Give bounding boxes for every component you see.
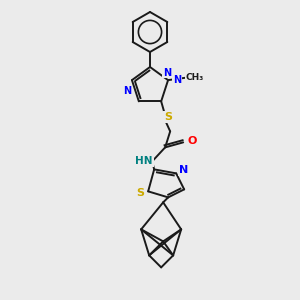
Text: S: S <box>136 188 144 198</box>
Text: S: S <box>164 112 172 122</box>
Text: N: N <box>178 165 188 176</box>
Text: N: N <box>173 75 181 85</box>
Text: O: O <box>188 136 197 146</box>
Text: N: N <box>163 68 171 78</box>
Text: HN: HN <box>135 156 153 167</box>
Text: N: N <box>123 86 131 96</box>
Text: CH₃: CH₃ <box>186 73 204 82</box>
